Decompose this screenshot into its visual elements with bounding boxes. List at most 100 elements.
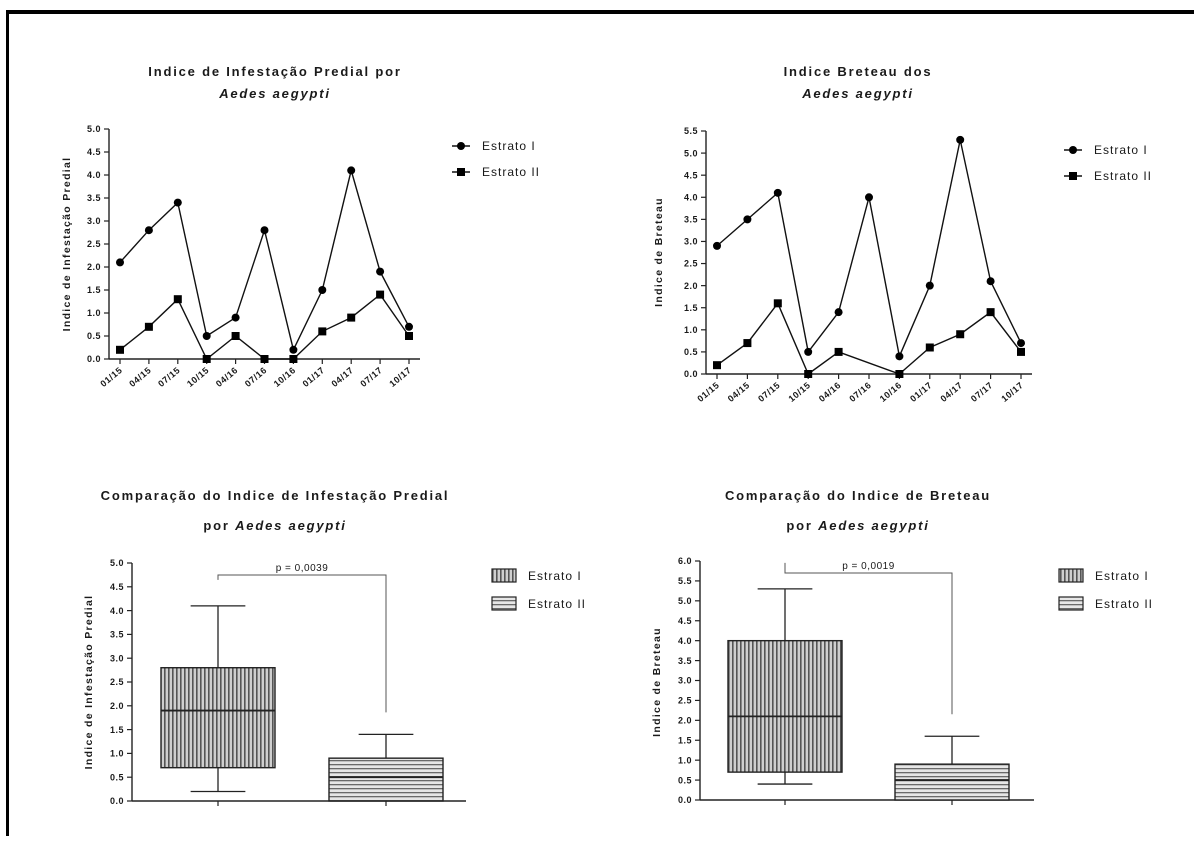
p-value-label: p = 0,0039 — [276, 563, 329, 574]
x-tick-label: 10/17 — [999, 380, 1025, 404]
x-tick-label: 01/15 — [98, 365, 124, 389]
x-tick-label: 07/16 — [847, 380, 873, 404]
data-point-circle — [347, 166, 356, 175]
chart-title-line1: Indice Breteau dos — [784, 64, 933, 79]
x-tick-label: 07/17 — [358, 365, 384, 389]
y-tick-label: 2.5 — [110, 677, 124, 687]
data-point-circle — [773, 188, 782, 197]
data-point-circle — [925, 281, 934, 290]
x-tick-label: 10/17 — [387, 365, 413, 389]
legend-marker-circle — [1069, 146, 1077, 154]
chart-breteau-box: Comparação do Indice de Breteau por Aede… — [651, 488, 1153, 805]
legend-label: Estrato II — [482, 165, 540, 179]
y-tick-label: 1.5 — [110, 725, 124, 735]
legend-swatch — [491, 596, 517, 611]
data-point-circle — [804, 347, 813, 356]
data-point-circle — [405, 322, 413, 331]
y-tick-label: 1.5 — [87, 285, 101, 295]
box-iqr — [894, 763, 1010, 801]
x-tick-label: 04/15 — [127, 365, 153, 389]
y-tick-label: 1.0 — [87, 308, 101, 318]
series-line-1 — [119, 167, 410, 352]
y-tick-label: 1.0 — [678, 755, 692, 765]
y-tick-label: 0.0 — [87, 354, 101, 364]
y-tick-label: 4.0 — [110, 606, 124, 616]
y-tick-label: 1.0 — [110, 749, 124, 759]
y-tick-label: 3.5 — [678, 656, 692, 666]
y-tick-label: 0.0 — [678, 795, 692, 805]
x-tick-label: 10/15 — [786, 380, 812, 404]
figure-frame — [6, 10, 1194, 836]
y-tick-label: 4.5 — [684, 170, 698, 180]
y-tick-label: 1.0 — [684, 325, 698, 335]
x-tick-label: 01/15 — [695, 380, 721, 404]
y-tick-label: 0.0 — [684, 369, 698, 379]
y-axis-label: Indice de Breteau — [653, 197, 665, 307]
y-tick-label: 2.5 — [678, 696, 692, 706]
data-point-square — [1017, 347, 1025, 356]
chart-title-line1: Comparação do Indice de Infestação Predi… — [101, 488, 450, 503]
data-point-circle — [202, 332, 211, 340]
y-tick-label: 0.5 — [684, 347, 698, 357]
chart-infestacao-box: Comparação do Indice de Infestação Predi… — [83, 488, 585, 806]
p-value-label: p = 0,0019 — [842, 561, 895, 572]
x-tick-label: 04/15 — [726, 380, 752, 404]
box-iqr — [727, 639, 843, 773]
data-point-circle — [713, 241, 721, 250]
data-point-square — [804, 370, 813, 378]
data-point-square — [895, 370, 904, 378]
data-point-circle — [956, 135, 965, 144]
y-tick-label: 4.0 — [678, 636, 692, 646]
y-tick-label: 2.5 — [684, 259, 698, 269]
legend-swatch — [1058, 568, 1084, 583]
y-tick-label: 2.0 — [87, 262, 101, 272]
legend-label: Estrato I — [528, 569, 582, 583]
legend-marker-circle — [457, 142, 465, 150]
legend-marker-square — [1069, 172, 1077, 180]
data-point-circle — [743, 215, 752, 224]
y-tick-label: 0.5 — [110, 772, 124, 782]
data-point-circle — [834, 308, 843, 317]
x-tick-label: 07/15 — [756, 380, 782, 404]
x-tick-label: 01/17 — [908, 380, 934, 404]
y-tick-label: 5.0 — [684, 148, 698, 158]
chart-title-line2: Aedes aegypti — [218, 86, 331, 101]
data-point-circle — [289, 345, 298, 354]
y-axis-label: Indice de Breteau — [651, 627, 663, 737]
data-point-square — [202, 355, 211, 363]
y-tick-label: 3.0 — [678, 676, 692, 686]
x-tick-label: 04/16 — [214, 365, 240, 389]
data-point-square — [743, 339, 752, 348]
chart-breteau-line: Indice Breteau dos Aedes aegypti Indice … — [653, 64, 1152, 404]
y-tick-label: 5.0 — [678, 596, 692, 606]
data-point-square — [318, 327, 327, 336]
x-tick-label: 01/17 — [301, 365, 327, 389]
legend-label: Estrato II — [1095, 597, 1153, 611]
data-point-circle — [1017, 339, 1025, 348]
y-tick-label: 5.5 — [684, 126, 698, 136]
data-point-circle — [231, 313, 240, 322]
y-tick-label: 2.0 — [110, 701, 124, 711]
x-tick-label: 10/16 — [272, 365, 298, 389]
data-point-circle — [986, 277, 995, 286]
data-point-circle — [116, 258, 124, 267]
legend-label: Estrato II — [1094, 169, 1152, 183]
data-point-circle — [318, 286, 327, 294]
legend-label: Estrato I — [1094, 143, 1148, 157]
y-tick-label: 3.5 — [684, 215, 698, 225]
x-tick-label: 04/17 — [938, 380, 964, 404]
y-tick-label: 4.5 — [110, 582, 124, 592]
x-tick-label: 10/15 — [185, 365, 211, 389]
y-tick-label: 2.0 — [678, 716, 692, 726]
data-point-circle — [895, 352, 904, 361]
data-point-square — [834, 347, 843, 356]
significance-bracket — [217, 574, 387, 713]
x-tick-label: 07/16 — [243, 365, 269, 389]
x-tick-label: 04/17 — [329, 365, 355, 389]
y-tick-label: 4.0 — [87, 170, 101, 180]
y-tick-label: 4.5 — [678, 616, 692, 626]
legend-swatch — [1058, 596, 1084, 611]
series-line-2 — [716, 301, 1022, 376]
y-tick-label: 5.0 — [110, 558, 124, 568]
